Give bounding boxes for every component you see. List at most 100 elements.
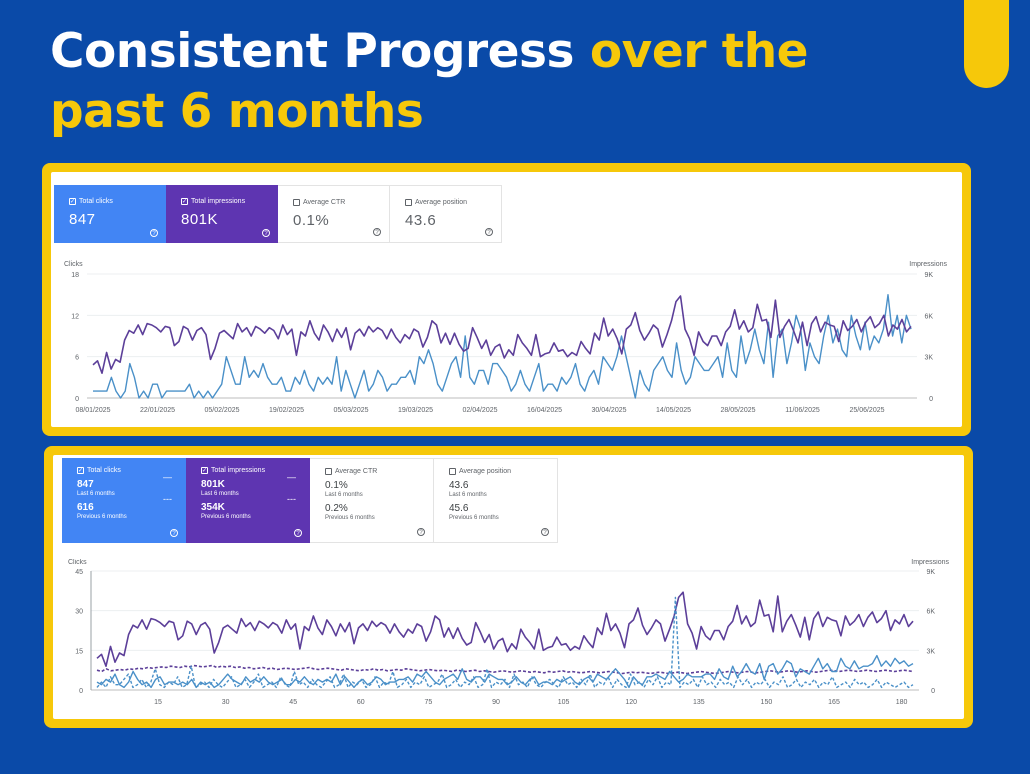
x-tick-label: 15 <box>154 699 162 706</box>
metric-value-previous: 354K <box>201 502 225 513</box>
checkbox-checked-icon[interactable]: ✓ <box>77 467 84 474</box>
help-icon[interactable]: ? <box>294 529 302 537</box>
x-tick-label: 19/03/2025 <box>398 407 433 414</box>
metric-value-current: 0.1% <box>325 480 348 491</box>
metric-label: Average position <box>415 199 468 206</box>
metric-period-current: Last 6 months <box>201 491 239 497</box>
metric-card-total-impressions[interactable]: ✓ Total impressions 801K Last 6 months 35… <box>186 458 310 543</box>
performance-chart-top: Clicks Impressions 18 9K 12 6K 6 3K 0 0 08/01/2025… <box>64 261 948 414</box>
checkbox-unchecked-icon[interactable] <box>405 199 412 206</box>
metric-cards-top: ✓ Total clicks 847 ? ✓ Total impressions 8… <box>54 185 502 243</box>
left-tick-label: 18 <box>71 272 79 279</box>
right-axis-label: Impressions <box>909 261 947 268</box>
x-tick-label: 105 <box>558 699 570 706</box>
checkbox-checked-icon[interactable]: ✓ <box>69 198 76 205</box>
checkbox-unchecked-icon[interactable] <box>325 468 332 475</box>
performance-panel-top: ✓ Total clicks 847 ? ✓ Total impressions 8… <box>42 163 971 436</box>
right-tick-label: 3K <box>924 355 933 362</box>
help-icon[interactable]: ? <box>170 529 178 537</box>
x-tick-label: 14/05/2025 <box>656 407 691 414</box>
x-tick-label: 16/04/2025 <box>527 407 562 414</box>
metric-label: Total impressions <box>211 467 266 474</box>
x-tick-label: 05/03/2025 <box>333 407 368 414</box>
right-tick-label: 0 <box>931 688 935 695</box>
right-axis-label: Impressions <box>911 559 949 566</box>
x-tick-label: 180 <box>896 699 908 706</box>
impressions-series-line <box>96 591 914 667</box>
clicks-previous-series-line <box>96 596 914 689</box>
metric-value-previous: 616 <box>77 502 94 513</box>
metric-card-total-clicks[interactable]: ✓ Total clicks 847 ? <box>54 185 166 243</box>
metric-value: 0.1% <box>293 212 330 229</box>
metric-period-current: Last 6 months <box>325 492 363 498</box>
metric-label: Average CTR <box>303 199 346 206</box>
x-tick-label: 05/02/2025 <box>204 407 239 414</box>
panel-top-inner: ✓ Total clicks 847 ? ✓ Total impressions 8… <box>51 172 962 427</box>
metric-value: 847 <box>69 211 96 228</box>
metric-label: Total clicks <box>79 198 113 205</box>
metric-value-previous: 0.2% <box>325 503 348 514</box>
metric-card-average-position[interactable]: Average position 43.6 ? <box>390 185 502 243</box>
left-tick-label: 12 <box>71 313 79 320</box>
metric-value-previous: 45.6 <box>449 503 469 514</box>
help-icon[interactable]: ? <box>373 228 381 236</box>
metric-label: Average position <box>459 468 512 475</box>
help-icon[interactable]: ? <box>150 229 158 237</box>
x-tick-label: 08/01/2025 <box>75 407 110 414</box>
x-tick-label: 150 <box>761 699 773 706</box>
checkbox-checked-icon[interactable]: ✓ <box>201 467 208 474</box>
dashed-line-legend-icon: --- <box>287 494 296 504</box>
impressions-previous-series-line <box>96 664 914 675</box>
x-tick-label: 90 <box>492 699 500 706</box>
x-tick-label: 60 <box>357 699 365 706</box>
solid-line-legend-icon: — <box>163 472 172 482</box>
checkbox-unchecked-icon[interactable] <box>293 199 300 206</box>
metric-period-previous: Previous 6 months <box>201 514 251 520</box>
solid-line-legend-icon: — <box>287 472 296 482</box>
metric-value: 43.6 <box>405 212 437 229</box>
metric-card-average-ctr[interactable]: Average CTR 0.1% Last 6 months 0.2% Prev… <box>310 458 434 543</box>
metric-value-current: 801K <box>201 479 225 490</box>
help-icon[interactable]: ? <box>485 228 493 236</box>
slide-title: Consistent Progress over the past 6 mont… <box>50 22 930 142</box>
metric-period-previous: Previous 6 months <box>77 514 127 520</box>
checkbox-checked-icon[interactable]: ✓ <box>181 198 188 205</box>
left-axis-label: Clicks <box>64 261 83 268</box>
performance-panel-comparison: ✓ Total clicks 847 Last 6 months 616 Prev… <box>44 446 973 728</box>
metric-label: Total clicks <box>87 467 121 474</box>
title-white-part: Consistent Progress <box>50 24 575 79</box>
x-tick-label: 25/06/2025 <box>849 407 884 414</box>
x-tick-label: 30/04/2025 <box>591 407 626 414</box>
left-axis-label: Clicks <box>68 559 87 566</box>
metric-value-current: 43.6 <box>449 480 469 491</box>
help-icon[interactable]: ? <box>541 528 549 536</box>
x-tick-label: 165 <box>828 699 840 706</box>
metric-card-average-position[interactable]: Average position 43.6 Last 6 months 45.6… <box>434 458 558 543</box>
metric-card-total-impressions[interactable]: ✓ Total impressions 801K ? <box>166 185 278 243</box>
checkbox-unchecked-icon[interactable] <box>449 468 456 475</box>
right-tick-label: 3K <box>926 648 935 655</box>
right-tick-label: 9K <box>924 272 933 279</box>
impressions-series-line <box>92 295 912 374</box>
x-tick-label: 22/01/2025 <box>140 407 175 414</box>
corner-tab-decoration <box>964 0 1009 88</box>
help-icon[interactable]: ? <box>417 528 425 536</box>
metric-period-current: Last 6 months <box>449 492 487 498</box>
left-tick-label: 15 <box>75 648 83 655</box>
x-tick-label: 75 <box>425 699 433 706</box>
metric-value: 801K <box>181 211 219 228</box>
metric-label: Total impressions <box>191 198 246 205</box>
metric-period-previous: Previous 6 months <box>325 515 375 521</box>
help-icon[interactable]: ? <box>262 229 270 237</box>
metric-card-average-ctr[interactable]: Average CTR 0.1% ? <box>278 185 390 243</box>
left-tick-label: 30 <box>75 609 83 616</box>
metric-period-previous: Previous 6 months <box>449 515 499 521</box>
right-tick-label: 6K <box>924 313 933 320</box>
metric-cards-comparison: ✓ Total clicks 847 Last 6 months 616 Prev… <box>62 458 558 543</box>
metric-card-total-clicks[interactable]: ✓ Total clicks 847 Last 6 months 616 Prev… <box>62 458 186 543</box>
metric-period-current: Last 6 months <box>77 491 115 497</box>
x-tick-label: 120 <box>625 699 637 706</box>
panel-bottom-inner: ✓ Total clicks 847 Last 6 months 616 Prev… <box>53 455 964 719</box>
title-yellow-part: over the past 6 months <box>50 24 809 139</box>
right-tick-label: 0 <box>929 396 933 403</box>
